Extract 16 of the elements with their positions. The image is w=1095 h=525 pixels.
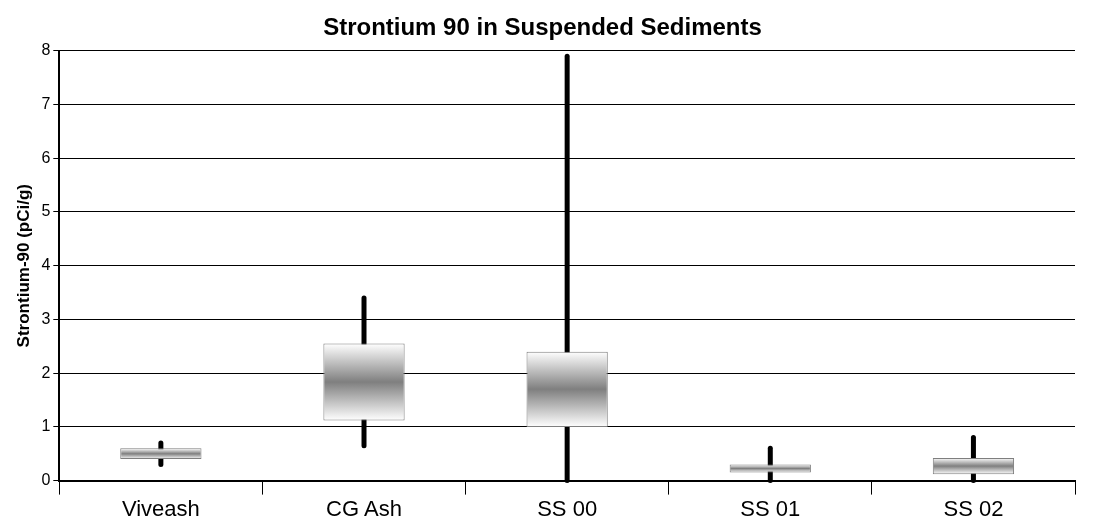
y-axis-title: Strontium-90 (pCi/g) bbox=[13, 184, 33, 348]
x-tick-label: SS 00 bbox=[537, 495, 598, 521]
y-tick-label: 0 bbox=[41, 471, 51, 489]
x-tick-label: SS 01 bbox=[740, 495, 801, 521]
y-tick-label: 4 bbox=[41, 256, 51, 274]
y-tick-label: 8 bbox=[41, 41, 51, 59]
x-tick-label: CG Ash bbox=[326, 495, 402, 521]
y-tick-label: 1 bbox=[41, 417, 51, 435]
y-tick-label: 5 bbox=[41, 202, 51, 220]
x-tick-label: SS 02 bbox=[943, 495, 1004, 521]
y-tick-label: 6 bbox=[41, 148, 51, 166]
y-tick-label: 7 bbox=[41, 94, 51, 112]
x-tick-label: Viveash bbox=[121, 495, 200, 521]
chart-title: Strontium 90 in Suspended Sediments bbox=[323, 13, 762, 41]
y-tick-label: 3 bbox=[41, 309, 51, 327]
y-tick-label: 2 bbox=[41, 363, 51, 381]
